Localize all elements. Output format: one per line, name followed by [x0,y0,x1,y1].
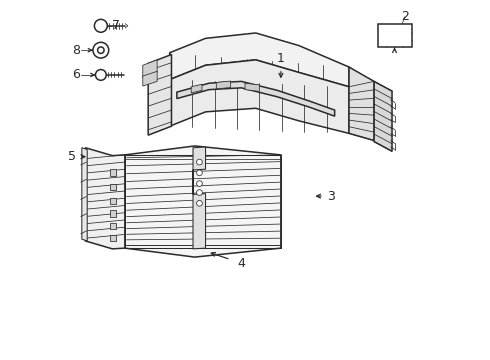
Circle shape [196,201,202,206]
Circle shape [196,190,202,195]
Circle shape [93,42,109,58]
Text: 1: 1 [277,52,285,65]
Text: 3: 3 [327,190,335,203]
Text: 7: 7 [112,19,121,32]
Polygon shape [82,148,87,241]
Polygon shape [374,81,392,151]
Circle shape [196,170,202,176]
Polygon shape [148,54,171,135]
FancyBboxPatch shape [378,24,412,47]
Polygon shape [170,33,349,87]
Polygon shape [110,223,116,229]
Polygon shape [110,211,116,217]
Polygon shape [110,184,116,190]
Polygon shape [349,67,374,140]
Text: 6: 6 [72,68,80,81]
Polygon shape [170,60,349,134]
Polygon shape [143,71,157,86]
Circle shape [98,47,104,53]
Polygon shape [110,198,116,204]
Polygon shape [193,147,205,249]
Polygon shape [177,81,335,116]
Polygon shape [216,81,231,89]
Text: 8: 8 [72,44,80,57]
Polygon shape [143,60,157,78]
Polygon shape [125,146,281,257]
Text: 5: 5 [68,150,76,163]
Polygon shape [110,169,116,176]
Text: 4: 4 [238,257,245,270]
Polygon shape [85,148,125,249]
Circle shape [96,69,106,80]
Circle shape [196,181,202,186]
Text: 2: 2 [401,10,409,23]
Polygon shape [245,83,259,91]
Circle shape [95,19,107,32]
Polygon shape [110,234,116,241]
Polygon shape [191,84,202,93]
Circle shape [196,159,202,165]
